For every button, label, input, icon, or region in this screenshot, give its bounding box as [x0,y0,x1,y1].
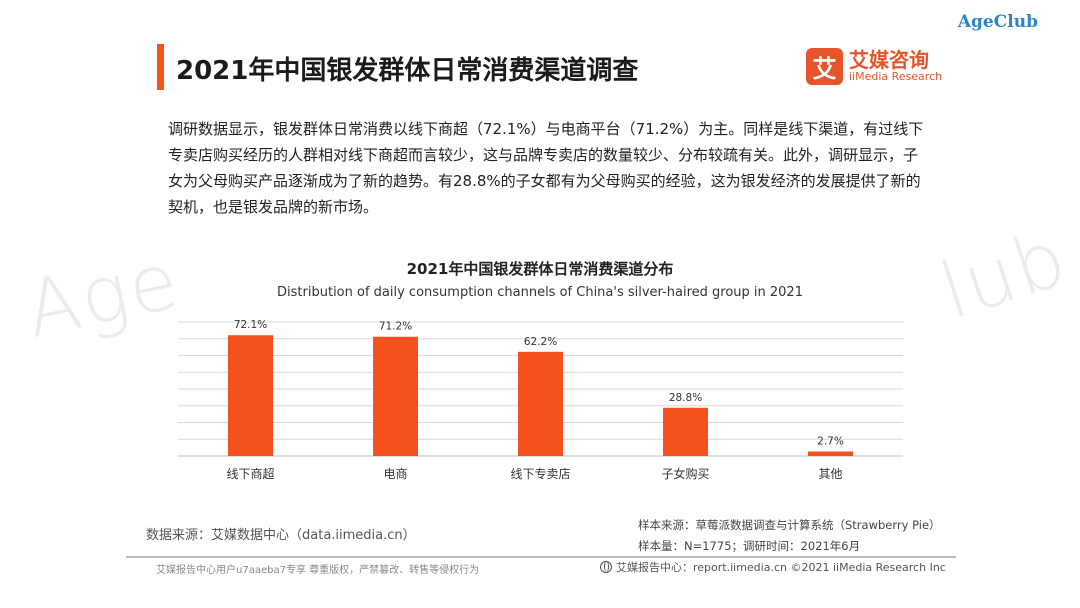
chart-title: 2021年中国银发群体日常消费渠道分布 [406,260,674,278]
sample-size: 样本量：N=1775；调研时间：2021年6月 [638,539,861,553]
iimedia-logo-en: iiMedia Research [849,70,943,84]
data-label: 2.7% [817,435,844,447]
iimedia-logo-mark: 艾 [806,48,843,85]
title-accent-bar [157,44,164,90]
data-label: 71.2% [379,321,412,333]
data-source: 数据来源：艾媒数据中心（data.iimedia.cn） [146,528,416,543]
bar [808,451,853,456]
footer-report-text: 艾媒报告中心：report.iimedia.cn ©2021 iiMedia R… [616,561,946,574]
x-tick-label: 电商 [383,466,407,481]
footer-report-center: 艾媒报告中心：report.iimedia.cn ©2021 iiMedia R… [600,559,946,575]
data-label: 28.8% [669,392,702,404]
page-title: 2021年中国银发群体日常消费渠道调查 [176,56,639,86]
x-tick-label: 线下商超 [226,466,274,481]
sample-source: 样本来源：草莓派数据调查与计算系统（Strawberry Pie） [638,518,941,532]
footer-divider [126,556,956,558]
x-tick-label: 子女购买 [661,466,709,481]
x-tick-label: 线下专卖店 [510,466,570,481]
globe-icon [600,561,612,573]
data-label: 62.2% [524,336,557,348]
x-tick-label: 其他 [818,467,842,481]
bar [373,336,418,456]
iimedia-logo-cn: 艾媒咨询 [849,48,929,73]
iimedia-logo: 艾 艾媒咨询 iiMedia Research [806,48,942,85]
bar [663,407,708,456]
bar [228,335,273,456]
iimedia-logo-text: 艾媒咨询 iiMedia Research [849,49,942,83]
bar [518,351,563,456]
ageclub-logo: AgeClub [957,12,1038,32]
footer-copyright-notice: 艾媒报告中心用户u7aaeba7专享 尊重版权，严禁篡改、转售等侵权行为 [156,565,480,576]
intro-paragraph: 调研数据显示，银发群体日常消费以线下商超（72.1%）与电商平台（71.2%）为… [168,120,924,216]
data-label: 72.1% [234,319,267,331]
sample-info: 样本来源：草莓派数据调查与计算系统（Strawberry Pie） 样本量：N=… [638,515,941,557]
chart-subtitle: Distribution of daily consumption channe… [277,285,803,300]
